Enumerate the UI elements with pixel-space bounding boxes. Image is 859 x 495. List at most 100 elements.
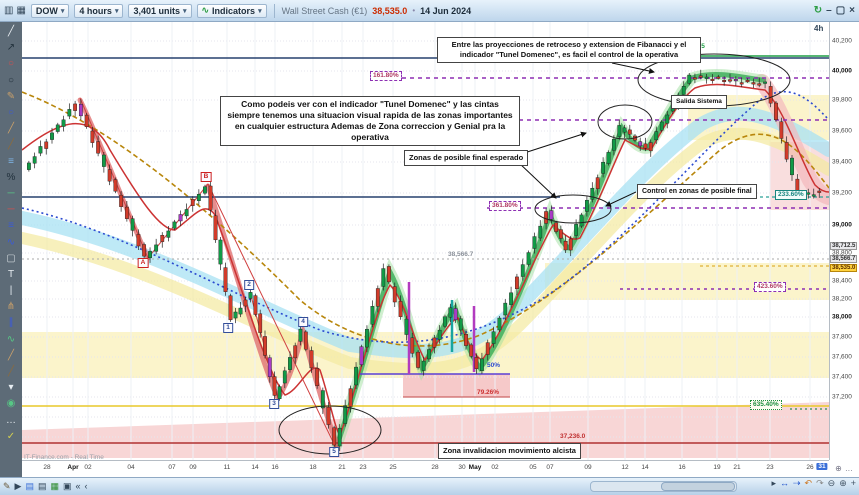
restore-icon[interactable]: ▢	[835, 5, 846, 16]
chevron-down-icon: ▾	[258, 7, 262, 15]
calendar-icon[interactable]: ▦	[50, 481, 60, 491]
fibonacci-projection-tool[interactable]: ≡	[8, 220, 14, 232]
pencil-tool[interactable]: ✎	[6, 90, 16, 102]
undo-icon[interactable]: ↶	[804, 478, 813, 488]
confirm-tool[interactable]: ✓	[6, 430, 16, 442]
candle	[398, 301, 403, 317]
axis-menu-icon[interactable]: …	[844, 464, 853, 473]
draw-icon[interactable]: ✎	[3, 481, 11, 491]
fib-label: 635.40%	[750, 400, 782, 410]
more-tools-chevron[interactable]: ▾	[8, 382, 14, 394]
date-axis[interactable]: 28 Apr 02 04 07 09 11 14 16 18 21 23 25 28 30 May 02 05 07…	[22, 460, 829, 477]
ellipse-tool-dark[interactable]: ○	[7, 74, 15, 86]
candle	[654, 131, 659, 141]
candle	[574, 224, 579, 236]
add-icon[interactable]: +	[850, 478, 856, 488]
price-tick-label: 40,200	[832, 37, 852, 45]
comment-icon[interactable]: ▤	[25, 481, 34, 491]
units-selector[interactable]: 3,401 units ▾	[128, 3, 192, 18]
dots-tool[interactable]: …	[6, 414, 16, 426]
copy-icon[interactable]: ▣	[63, 481, 72, 491]
workspace-icon[interactable]: ▦	[16, 4, 26, 16]
zigzag-tool-green[interactable]: ∿	[6, 333, 16, 345]
pan-right-icon[interactable]: ▸	[771, 478, 776, 488]
zoom-in-icon[interactable]: ⊕	[839, 478, 847, 488]
fibonacci-retracement-tool[interactable]: ≡	[8, 155, 14, 167]
reference-price-tag: 38,566.7	[830, 255, 858, 263]
candle	[359, 346, 364, 365]
candle	[790, 157, 794, 176]
candle	[710, 78, 715, 81]
price-level-label: 37,236.0	[560, 433, 586, 440]
ray-tool[interactable]: ╱	[7, 349, 15, 361]
news-icon[interactable]: ▤	[37, 481, 47, 491]
zigzag-tool-blue[interactable]: ∿	[6, 236, 16, 248]
chart-style-icon[interactable]: ▥	[4, 4, 14, 16]
candle	[665, 114, 670, 124]
price-tick-label: 37,200	[832, 393, 852, 401]
titlebar-mini-icons: ▥ ▦	[4, 4, 26, 16]
symbol-selector[interactable]: DOW ▾	[30, 3, 70, 18]
date-tick-label: 09	[584, 464, 592, 471]
candle	[90, 130, 95, 143]
timeframe-label: 4 hours	[79, 5, 112, 16]
candle	[774, 102, 778, 121]
axis-zoom-icon[interactable]: ⊕	[835, 464, 842, 473]
hline-tool-red[interactable]: ─	[7, 204, 15, 216]
segment-tool-tan[interactable]: ╱	[7, 123, 15, 135]
candle	[332, 427, 337, 446]
back-icon[interactable]: «	[75, 481, 81, 491]
chart-area[interactable]: Como podeis ver con el indicador "Tunel …	[22, 22, 829, 461]
zoom-out-icon[interactable]: ⊖	[827, 478, 836, 488]
wave-marker-1: 1	[223, 323, 233, 333]
extended-line-tool[interactable]: ╱	[7, 366, 15, 378]
fit-width-icon[interactable]: ↔	[780, 478, 789, 488]
candle	[178, 214, 183, 222]
price-tick-label: 37,600	[832, 353, 852, 361]
date-tick-label: 18	[309, 464, 317, 471]
target-tool[interactable]: ◉	[6, 398, 16, 410]
scrollbar-thumb[interactable]	[661, 482, 735, 491]
indicators-button[interactable]: ∿ Indicators ▾	[196, 3, 267, 18]
candle	[526, 252, 531, 265]
minimize-icon[interactable]: –	[826, 5, 832, 16]
note-tunnel: Como podeis ver con el indicador "Tunel …	[220, 96, 520, 147]
invalidation-wedge	[22, 402, 829, 458]
chart-scrollbar[interactable]	[590, 481, 737, 492]
ellipse-tool-red[interactable]: ○	[7, 58, 15, 70]
candle	[606, 152, 611, 164]
candle	[458, 318, 463, 331]
bottom-toolbar-left: ✎ ▶ ▤ ▤ ▦ ▣ «‹	[3, 482, 88, 491]
candle	[768, 86, 773, 104]
timeframe-selector[interactable]: 4 hours ▾	[74, 3, 124, 18]
price-axis[interactable]: 40,200 40,000 39,800 39,600 39,400 39,200 39,0…	[829, 22, 859, 460]
cursor-icon[interactable]: ▶	[14, 481, 22, 491]
close-icon[interactable]: ×	[849, 5, 855, 16]
fib-label: 361.80%	[489, 201, 521, 211]
text-tool[interactable]: T	[7, 268, 15, 280]
refresh-icon[interactable]: ↻	[813, 5, 823, 16]
vline-tool[interactable]: |	[9, 285, 13, 297]
prev-icon[interactable]: ‹	[84, 481, 88, 491]
percent-tool[interactable]: %	[6, 171, 16, 183]
hline-tool-green[interactable]: ─	[7, 187, 15, 199]
segment-tool-brown[interactable]: ╱	[7, 139, 15, 151]
candle	[44, 141, 49, 149]
candle	[733, 79, 738, 82]
candle	[728, 79, 732, 82]
trendline-tool[interactable]: ╱	[7, 26, 15, 38]
candle	[638, 141, 643, 147]
pitchfork-tool[interactable]: ⋔	[6, 301, 16, 313]
redo-icon[interactable]: ↷	[816, 478, 824, 488]
candle	[124, 206, 129, 219]
candle	[648, 142, 653, 152]
ellipse-tool-blue[interactable]: ○	[7, 107, 15, 119]
channel-tool[interactable]: ∥	[8, 317, 14, 329]
note-zonas: Zonas de posible final esperado	[404, 150, 529, 166]
pan-arrow-icon[interactable]: ⇢	[793, 478, 801, 488]
arrow-tool[interactable]: ↗	[6, 42, 16, 54]
date-tick-label: 11	[223, 464, 231, 471]
candle	[558, 229, 563, 239]
candle	[130, 218, 135, 231]
eraser-tool[interactable]: ▢	[6, 252, 16, 264]
